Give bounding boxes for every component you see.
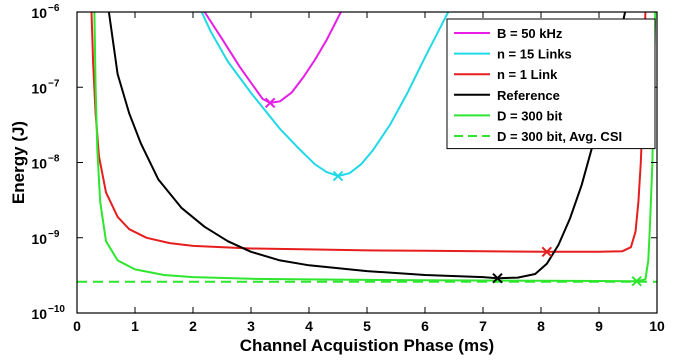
legend-label: D = 300 bit, Avg. CSI	[497, 129, 622, 144]
legend-label: n = 1 Link	[497, 67, 558, 82]
x-tick-label: 4	[305, 318, 313, 334]
x-tick-label: 7	[479, 318, 487, 334]
series-line-3	[107, 12, 627, 280]
x-tick-label: 2	[189, 318, 197, 334]
legend-entry: D = 300 bit, Avg. CSI	[454, 129, 622, 144]
legend: B = 50 kHz n = 15 Links n = 1 Link Referenc…	[446, 18, 656, 150]
legend-box	[446, 18, 656, 150]
legend-label: B = 50 kHz	[497, 26, 563, 41]
x-tick-label: 0	[73, 318, 81, 334]
y-tick-exponent: −8	[48, 154, 60, 165]
legend-entry: B = 50 kHz	[454, 26, 563, 41]
x-tick-label: 6	[421, 318, 429, 334]
x-axis-label: Channel Acquistion Phase (ms)	[240, 336, 494, 355]
minimum-markers	[264, 97, 642, 287]
series-line-0	[203, 12, 342, 104]
x-tick-label: 3	[247, 318, 255, 334]
legend-entry: Reference	[454, 88, 560, 103]
minimum-marker-4	[631, 275, 642, 287]
minimum-marker-3	[492, 272, 503, 284]
legend-label: Reference	[497, 88, 560, 103]
x-tick-label: 1	[131, 318, 139, 334]
series-line-4	[93, 12, 657, 283]
y-tick-exponent: −7	[48, 78, 60, 89]
y-tick-label: 10	[31, 231, 47, 247]
x-tick-label: 9	[595, 318, 603, 334]
series-line-2	[90, 12, 647, 253]
x-tick-label: 5	[363, 318, 371, 334]
series-layer	[77, 12, 657, 283]
y-tick-label: 10	[31, 306, 47, 322]
legend-entry: D = 300 bit	[454, 108, 563, 123]
minimum-marker-0	[264, 97, 276, 109]
series-line-1	[200, 12, 450, 178]
legend-label: n = 15 Links	[497, 47, 572, 62]
y-tick-exponent: −6	[48, 3, 60, 14]
x-tick-label: 10	[649, 318, 665, 334]
legend-entry: n = 15 Links	[454, 47, 572, 62]
minimum-marker-1	[332, 170, 344, 182]
y-tick-label: 10	[31, 156, 47, 172]
y-tick-label: 10	[31, 80, 47, 96]
y-tick-exponent: −9	[48, 229, 60, 240]
legend-entry: n = 1 Link	[454, 67, 558, 82]
legend-label: D = 300 bit	[497, 108, 563, 123]
y-tick-label: 10	[31, 5, 47, 21]
y-axis-label: Energy (J)	[9, 121, 28, 204]
x-tick-label: 8	[537, 318, 545, 334]
minimum-marker-2	[541, 246, 553, 258]
y-tick-exponent: −10	[48, 304, 65, 315]
